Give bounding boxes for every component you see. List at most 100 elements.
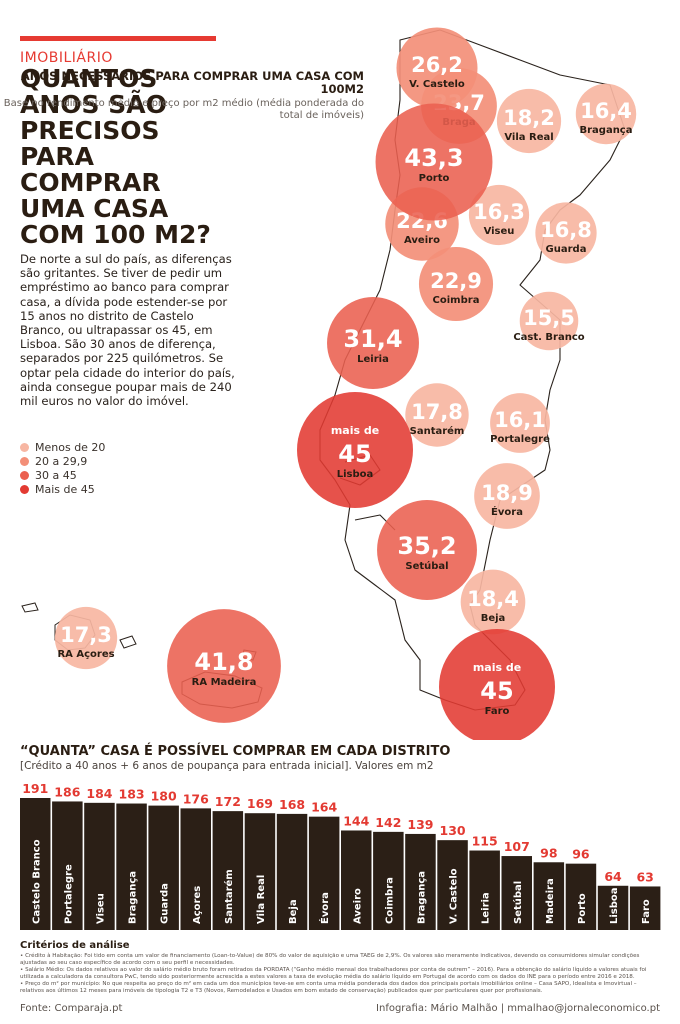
bubble-label: Guarda: [546, 244, 587, 255]
bubble-circle: [460, 569, 526, 635]
bubble-value: 22,9: [430, 269, 482, 293]
bar-value-label: 142: [375, 815, 401, 830]
bar: [501, 856, 532, 930]
bubble-guarda: 16,8 Guarda: [535, 202, 597, 264]
bubble-label: Leiria: [357, 354, 389, 365]
bar: [84, 802, 115, 930]
legend-item: Menos de 20: [20, 440, 105, 454]
bubble-label: Beja: [481, 613, 506, 624]
legend-item: Mais de 45: [20, 482, 105, 496]
bubble-value: 16,8: [540, 218, 592, 242]
bar: [629, 886, 661, 930]
bar: [437, 840, 468, 930]
bubble-label: V. Castelo: [409, 79, 465, 90]
bubble-circle: [468, 184, 530, 246]
bubble-value: 35,2: [397, 532, 456, 560]
bubble-circle: [490, 393, 550, 453]
bubble-value: 15,5: [523, 306, 575, 330]
bar-category-label: Açores: [192, 886, 203, 924]
bar: [405, 833, 436, 930]
bubble-circle: [396, 27, 478, 109]
bar-value-label: 169: [247, 796, 273, 811]
bar-value-label: 64: [604, 869, 622, 884]
bubble-label: Lisboa: [337, 469, 374, 480]
bubble-label: Coimbra: [433, 295, 480, 306]
bubble-circle: [496, 88, 562, 154]
criteria-box: Critérios de análise • Crédito à Habitaç…: [20, 940, 660, 995]
bubble-circle: [54, 606, 118, 670]
bubble-value: 18,2: [503, 106, 555, 130]
bubble-value: 18,4: [467, 587, 519, 611]
bar: [597, 885, 629, 930]
bubble-value: 45: [480, 677, 513, 705]
legend-label: Menos de 20: [35, 440, 106, 454]
bar: [52, 801, 83, 930]
bubble-label: Évora: [491, 505, 523, 518]
bubble-vila-real: 18,2 Vila Real: [496, 88, 562, 154]
footer: Fonte: Comparaja.pt Infografia: Mário Ma…: [20, 1003, 660, 1014]
section-kicker: IMOBILIÁRIO: [20, 50, 113, 66]
bubble-circle: [474, 463, 540, 529]
bubble-viseu: 16,3 Viseu: [468, 184, 530, 246]
bubble-circle: [535, 202, 597, 264]
bar: [244, 813, 276, 930]
bar-value-label: 139: [407, 817, 433, 832]
bar-category-label: Vila Real: [256, 875, 267, 924]
bar-value-label: 180: [151, 789, 177, 804]
bar-value-label: 172: [215, 794, 241, 809]
bar-value-label: 130: [440, 823, 466, 838]
bar-category-label: Castelo Branco: [31, 839, 42, 924]
bubble-circle: [375, 103, 493, 221]
bar-category-label: Madeira: [545, 878, 556, 924]
bubble-coimbra: 22,9 Coimbra: [418, 246, 494, 322]
bubble-label: Viseu: [484, 226, 515, 237]
bubble-circle: [377, 500, 477, 600]
bubble-label: Setúbal: [405, 560, 448, 572]
bar-category-label: Évora: [318, 892, 331, 924]
bar-category-label: Coimbra: [384, 877, 395, 924]
bubble-value: 26,2: [411, 53, 463, 77]
legend-label: 30 a 45: [35, 468, 77, 482]
legend-swatch: [20, 470, 29, 480]
bar-category-label: Viseu: [95, 893, 106, 924]
legend-swatch: [20, 456, 29, 466]
bar-category-label: Lisboa: [609, 887, 620, 924]
bar: [148, 805, 179, 930]
bubble-value: 18,9: [481, 481, 533, 505]
bar-value-label: 176: [183, 791, 209, 806]
bubble-prefix: mais de: [331, 424, 379, 437]
bar-value-label: 96: [572, 847, 590, 862]
bar-category-label: Portalegre: [63, 864, 74, 924]
bar: [341, 830, 372, 930]
bar-value-label: 144: [343, 813, 369, 828]
bar-category-label: V. Castelo: [449, 868, 460, 924]
bar-category-label: Santarém: [223, 869, 235, 924]
bubble-value: 17,8: [411, 400, 463, 424]
bar-value-label: 183: [119, 787, 145, 802]
bubble-portalegre: 16,1 Portalegre: [490, 393, 550, 453]
bubble-ra-madeira: 41,8RA Madeira: [167, 609, 281, 723]
bubble-label: Aveiro: [404, 235, 440, 246]
bubble-ra-a-ores: 17,3 RA Açores: [54, 606, 118, 670]
bar: [276, 813, 308, 930]
bubble-value: 17,3: [60, 623, 112, 647]
legend-swatch: [20, 442, 29, 452]
bubble-label: Portalegre: [490, 434, 550, 445]
bubble-value: 41,8: [194, 648, 253, 676]
bar: [212, 811, 244, 930]
bar-category-label: Porto: [577, 893, 588, 924]
bar: [308, 816, 340, 930]
legend-label: 20 a 29,9: [35, 454, 88, 468]
bubble-value: 31,4: [343, 325, 402, 353]
bubble-label: Santarém: [410, 425, 465, 437]
bar-chart-title: “QUANTA” CASA É POSSÍVEL COMPRAR EM CADA…: [20, 744, 451, 759]
bubble-value: 45: [338, 440, 371, 468]
bubble-prefix: mais de: [473, 661, 521, 674]
bar-category-label: Guarda: [160, 883, 171, 924]
bar: [373, 831, 404, 930]
